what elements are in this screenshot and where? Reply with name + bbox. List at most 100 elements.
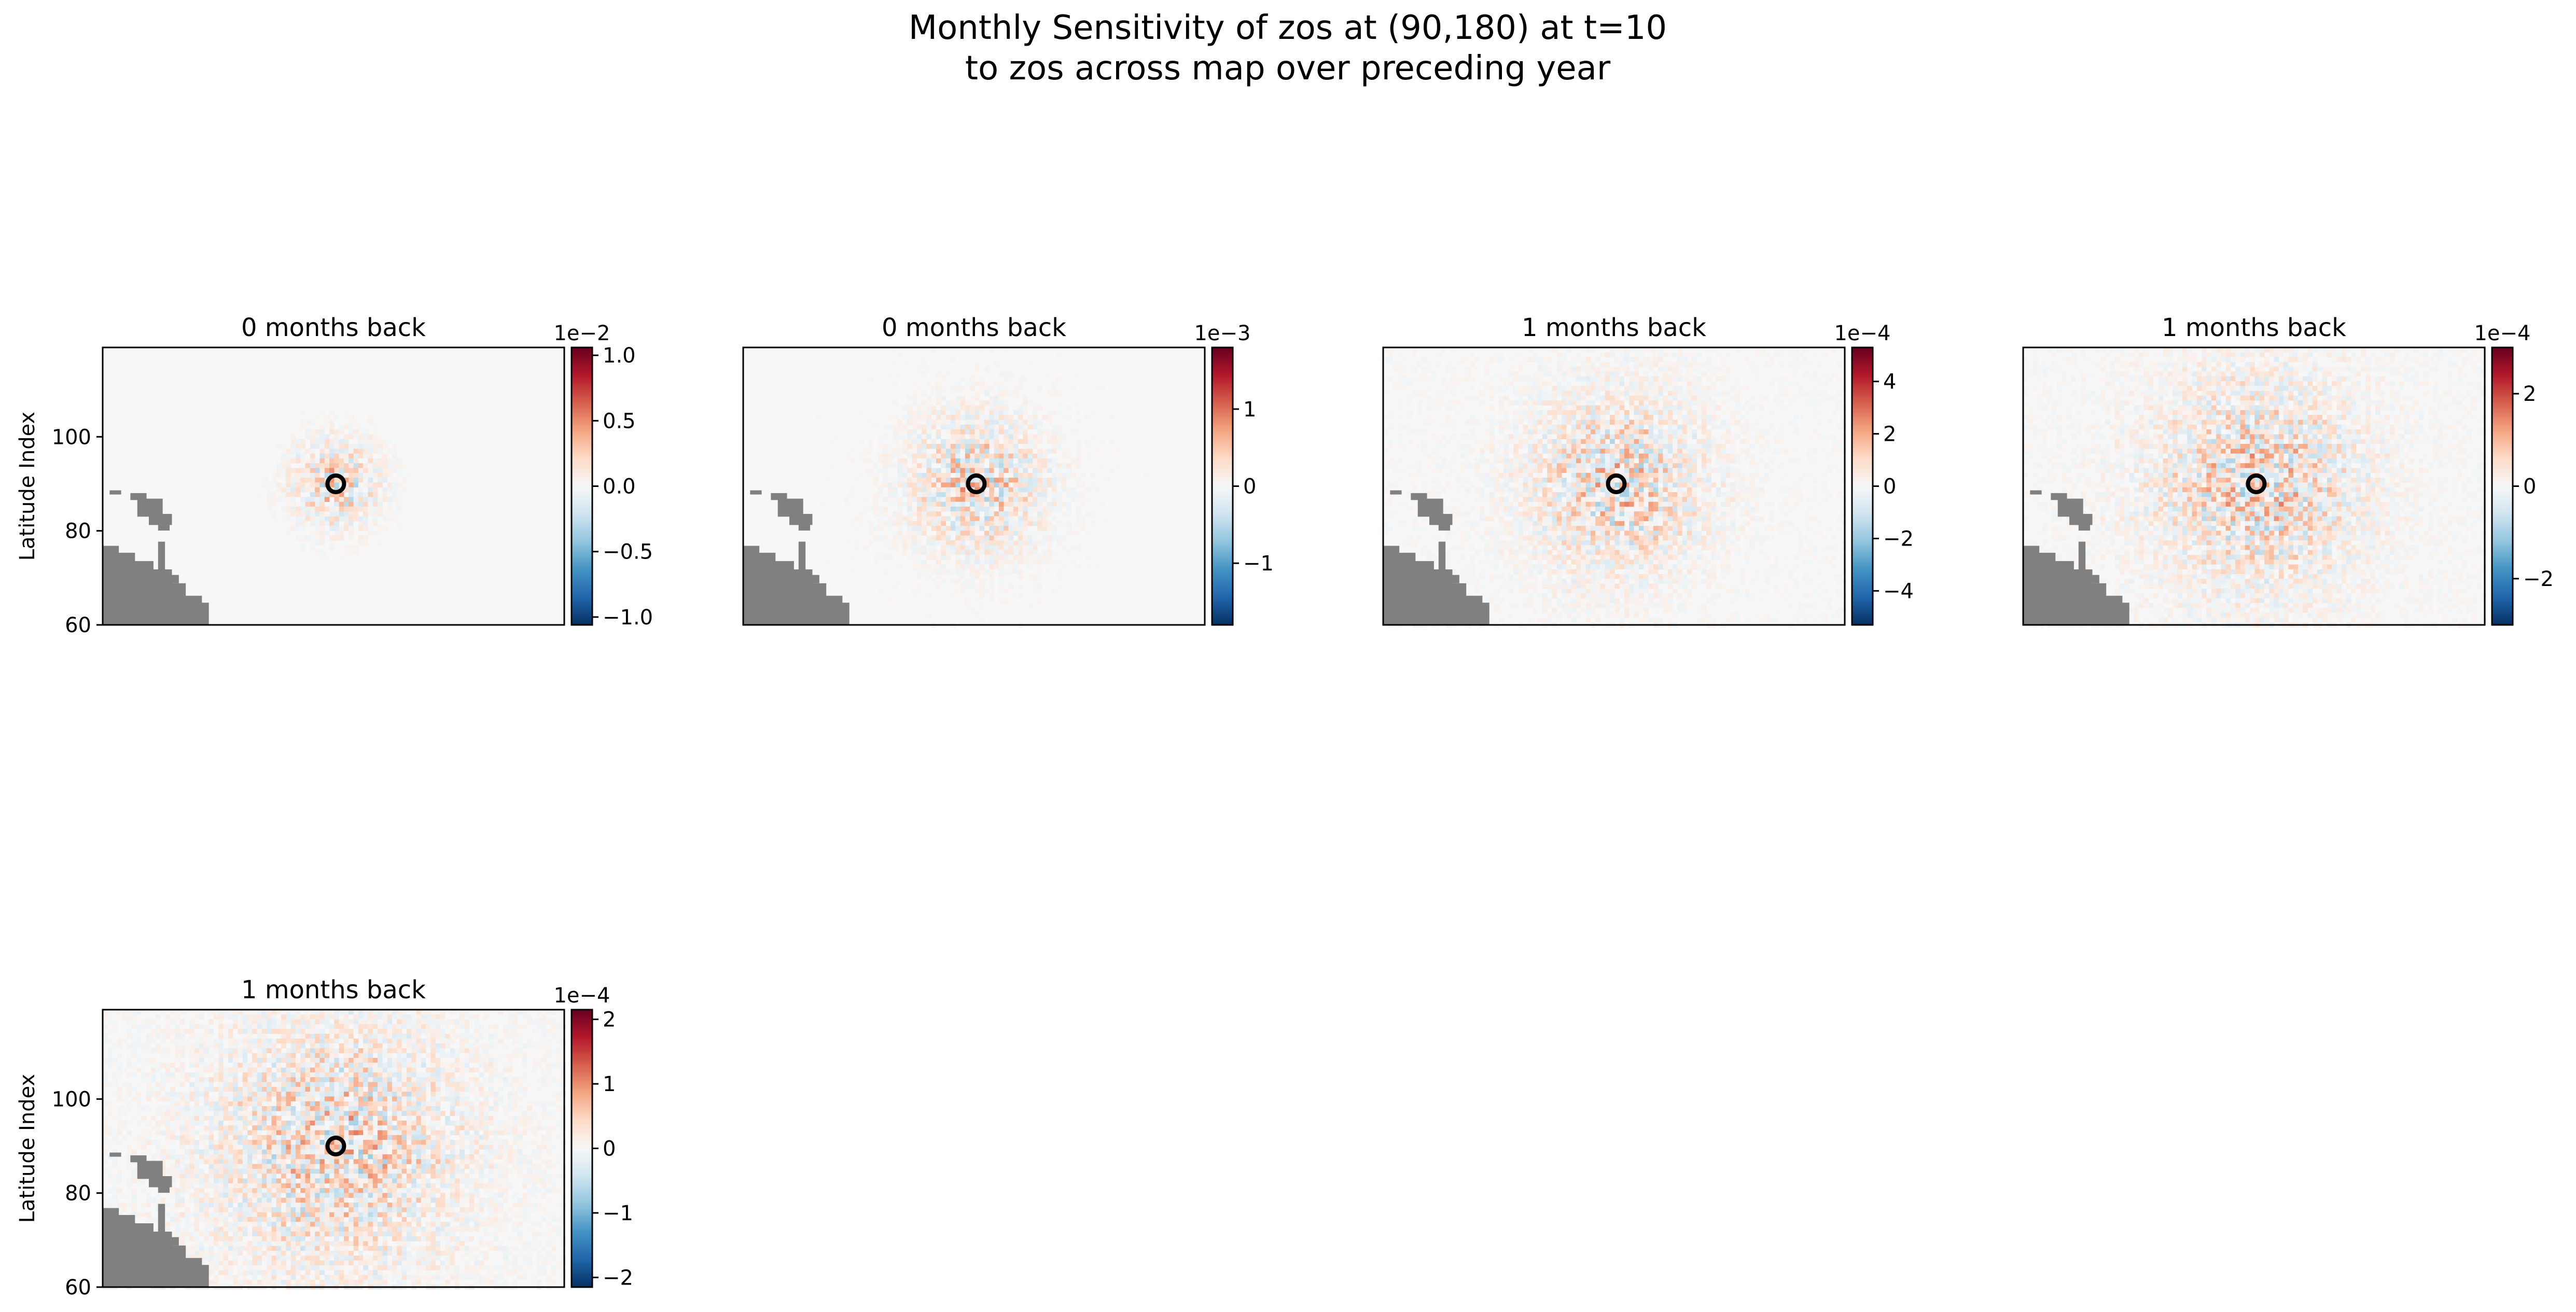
sensitivity-cell [1667, 463, 1673, 468]
sensitivity-cell [1663, 386, 1668, 391]
sensitivity-cell [300, 444, 305, 449]
sensitivity-cell [1470, 434, 1475, 439]
sensitivity-cell [1735, 478, 1740, 483]
sensitivity-cell [1745, 410, 1750, 415]
sensitivity-cell [1749, 458, 1755, 464]
sensitivity-cell [984, 560, 990, 565]
sensitivity-cell [1533, 574, 1538, 579]
sensitivity-cell [1528, 357, 1533, 362]
sensitivity-cell [267, 487, 272, 493]
sensitivity-cell [1513, 579, 1519, 584]
sensitivity-cell [926, 516, 931, 522]
sensitivity-cell [1677, 501, 1682, 507]
sensitivity-cell [1388, 526, 1393, 531]
sensitivity-cell [916, 492, 922, 497]
sensitivity-cell [1056, 506, 1062, 512]
sensitivity-cell [1755, 497, 1760, 502]
sensitivity-cell [1027, 487, 1033, 493]
sensitivity-cell [878, 458, 883, 464]
sensitivity-cell [1537, 439, 1543, 444]
sensitivity-cell [1533, 439, 1538, 444]
sensitivity-cell [319, 550, 325, 555]
sensitivity-cell [1730, 540, 1736, 546]
sensitivity-cell [922, 545, 927, 550]
sensitivity-cell [974, 439, 980, 444]
sensitivity-cell [1556, 405, 1562, 411]
sensitivity-cell [922, 361, 927, 367]
sensitivity-cell [1503, 526, 1509, 531]
sensitivity-cell [1667, 487, 1673, 493]
sensitivity-cell [931, 554, 937, 560]
sensitivity-cell [1426, 367, 1432, 372]
sensitivity-cell [1658, 453, 1663, 459]
sensitivity-cell [1023, 429, 1028, 435]
sensitivity-cell [1831, 347, 1837, 353]
sensitivity-cell [1692, 564, 1697, 570]
sensitivity-cell [1638, 429, 1644, 435]
sensitivity-cell [1634, 400, 1639, 406]
sensitivity-cell [1397, 468, 1403, 473]
sensitivity-cell [1513, 410, 1519, 415]
sensitivity-cell [1803, 400, 1808, 406]
sensitivity-cell [1696, 381, 1702, 386]
sensitivity-cell [897, 521, 903, 526]
sensitivity-cell [1562, 400, 1567, 406]
sensitivity-cell [334, 415, 339, 420]
sensitivity-cell [1470, 579, 1475, 584]
land-block [137, 498, 163, 517]
sensitivity-cell [1494, 420, 1499, 425]
sensitivity-cell [1484, 516, 1489, 522]
sensitivity-cell [1566, 400, 1571, 406]
sensitivity-cell [1480, 574, 1485, 579]
sensitivity-cell [1624, 458, 1630, 464]
sensitivity-cell [902, 482, 908, 487]
sensitivity-cell [1513, 506, 1519, 512]
sensitivity-cell [955, 554, 960, 560]
sensitivity-cell [1624, 367, 1630, 372]
sensitivity-cell [1725, 545, 1731, 550]
sensitivity-cell [893, 415, 898, 420]
sensitivity-cell [1585, 449, 1591, 454]
sensitivity-cell [1798, 487, 1803, 493]
sensitivity-cell [868, 526, 874, 531]
sensitivity-cell [1052, 390, 1057, 396]
sensitivity-cell [1562, 429, 1567, 435]
sensitivity-cell [1590, 400, 1596, 406]
sensitivity-cell [1605, 540, 1610, 546]
sensitivity-cell [1499, 540, 1504, 546]
sensitivity-cell [1673, 439, 1678, 444]
sensitivity-cell [397, 482, 402, 487]
sensitivity-cell [1778, 526, 1784, 531]
sensitivity-cell [1528, 482, 1533, 487]
sensitivity-cell [941, 405, 946, 411]
sensitivity-cell [883, 506, 888, 512]
sensitivity-cell [1638, 560, 1644, 565]
sensitivity-cell [1033, 579, 1038, 584]
sensitivity-cell [1740, 497, 1745, 502]
sensitivity-cell [1441, 444, 1446, 449]
sensitivity-cell [1706, 390, 1711, 396]
sensitivity-cell [1638, 376, 1644, 382]
sensitivity-cell [1503, 540, 1509, 546]
sensitivity-cell [1677, 357, 1682, 362]
sensitivity-cell [1052, 463, 1057, 468]
sensitivity-cell [1585, 579, 1591, 584]
sensitivity-cell [1484, 545, 1489, 550]
sensitivity-cell [392, 487, 397, 493]
sensitivity-cell [945, 371, 951, 377]
sensitivity-cell [1571, 511, 1577, 517]
sensitivity-cell [1556, 449, 1562, 454]
sensitivity-cell [989, 434, 994, 439]
sensitivity-cell [1470, 352, 1475, 357]
sensitivity-cell [1590, 444, 1596, 449]
sensitivity-cell [1692, 453, 1697, 459]
sensitivity-cell [1634, 371, 1639, 377]
sensitivity-cell [1749, 444, 1755, 449]
sensitivity-cell [1518, 390, 1523, 396]
sensitivity-cell [941, 463, 946, 468]
sensitivity-cell [1610, 579, 1615, 584]
sensitivity-cell [1542, 444, 1548, 449]
sensitivity-cell [1836, 390, 1842, 396]
sensitivity-cell [897, 506, 903, 512]
sensitivity-cell [1470, 564, 1475, 570]
